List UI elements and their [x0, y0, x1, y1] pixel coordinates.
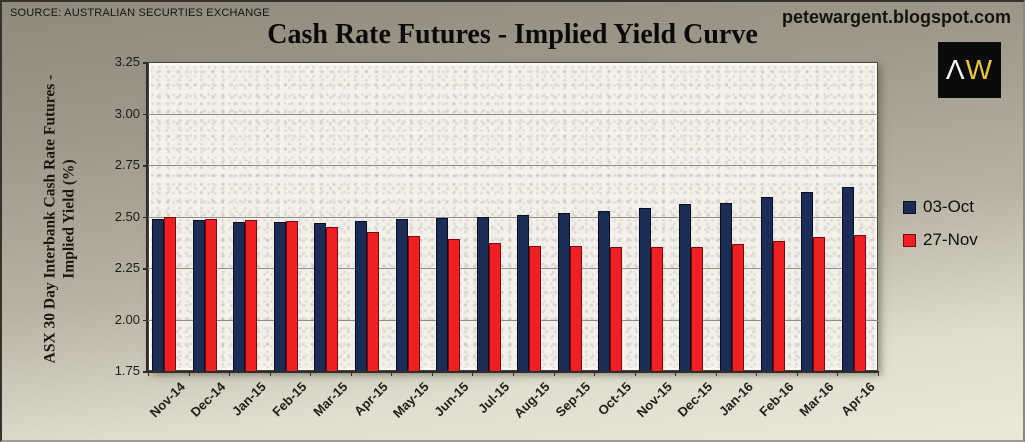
- x-tick-label: Oct-15: [594, 379, 634, 419]
- x-tick-label: Dec-15: [674, 379, 716, 420]
- legend: 03-Oct 27-Nov: [903, 197, 978, 263]
- x-tick-mark: [553, 371, 555, 376]
- x-tick-mark: [229, 371, 231, 376]
- x-tick-mark: [837, 371, 839, 376]
- site-url: petewargent.blogspot.com: [781, 7, 1011, 27]
- x-tick-mark: [310, 371, 312, 376]
- x-tick-mark: [594, 371, 596, 376]
- x-tick-label: Mar-15: [309, 379, 351, 420]
- y-axis-title-line1: ASX 30 Day Interbank Cash Rate Futures -: [41, 74, 59, 364]
- x-axis-line: [146, 371, 878, 373]
- y-tick-label: 2.75: [114, 157, 140, 172]
- x-tick-label: May-15: [389, 379, 432, 421]
- legend-swatch-27-Nov: [903, 233, 916, 247]
- x-tick-label: Feb-16: [755, 379, 797, 420]
- x-tick-label: Feb-15: [269, 379, 310, 420]
- logo-letter-w: W: [965, 54, 994, 85]
- x-tick-label: Sep-15: [552, 379, 594, 420]
- x-tick-label: Apr-15: [350, 379, 391, 419]
- y-axis-title: ASX 30 Day Interbank Cash Rate Futures -…: [41, 39, 80, 399]
- x-tick-mark: [431, 371, 433, 376]
- x-tick-mark: [513, 371, 514, 376]
- x-tick-mark: [634, 371, 636, 376]
- x-tick-mark: [796, 371, 798, 376]
- x-tick-mark: [675, 371, 677, 376]
- y-tick-label: 3.25: [114, 54, 140, 69]
- y-axis-title-line2: Implied Yield (%): [61, 159, 78, 279]
- plot-area: [148, 62, 878, 371]
- legend-swatch-03-Oct: [903, 200, 916, 214]
- x-tick-label: Nov-14: [146, 379, 188, 421]
- x-tick-label: Mar-16: [796, 379, 837, 420]
- x-tick-mark: [269, 371, 271, 376]
- legend-label-27-Nov: 27-Nov: [923, 230, 978, 249]
- legend-item-03-Oct: 03-Oct: [903, 197, 978, 217]
- logo-letter-lambda: Λ: [945, 54, 966, 85]
- x-tick-mark: [391, 371, 393, 376]
- y-tick-label: 2.00: [114, 311, 140, 327]
- x-tick-label: Jan-15: [229, 379, 269, 419]
- x-tick-mark: [148, 371, 149, 376]
- y-tick-label: 2.50: [114, 208, 140, 224]
- chart-title: Cash Rate Futures - Implied Yield Curve: [267, 19, 758, 50]
- x-tick-label: Apr-16: [837, 379, 878, 419]
- x-tick-mark: [878, 371, 879, 376]
- x-tick-label: Dec-14: [187, 379, 229, 420]
- y-tick-mark: [143, 371, 148, 373]
- legend-label-03-Oct: 03-Oct: [923, 197, 975, 216]
- x-tick-label: Nov-15: [633, 379, 675, 421]
- y-tick-label: 2.25: [114, 260, 140, 275]
- x-tick-mark: [472, 371, 474, 376]
- x-tick-label: Jun-15: [431, 379, 472, 420]
- x-tick-label: Jan-16: [715, 379, 756, 419]
- y-tick-label: 3.00: [114, 105, 140, 121]
- x-tick-mark: [756, 371, 758, 376]
- y-tick-label: 1.75: [114, 363, 140, 378]
- x-tick-mark: [715, 371, 717, 376]
- source-attribution: SOURCE: AUSTRALIAN SECURTIES EXCHANGE: [10, 7, 270, 19]
- legend-item-27-Nov: 27-Nov: [903, 230, 978, 250]
- x-tick-mark: [188, 371, 190, 376]
- x-tick-label: Aug-15: [511, 379, 553, 421]
- x-tick-label: Jul-15: [475, 379, 513, 417]
- x-tick-mark: [350, 371, 352, 376]
